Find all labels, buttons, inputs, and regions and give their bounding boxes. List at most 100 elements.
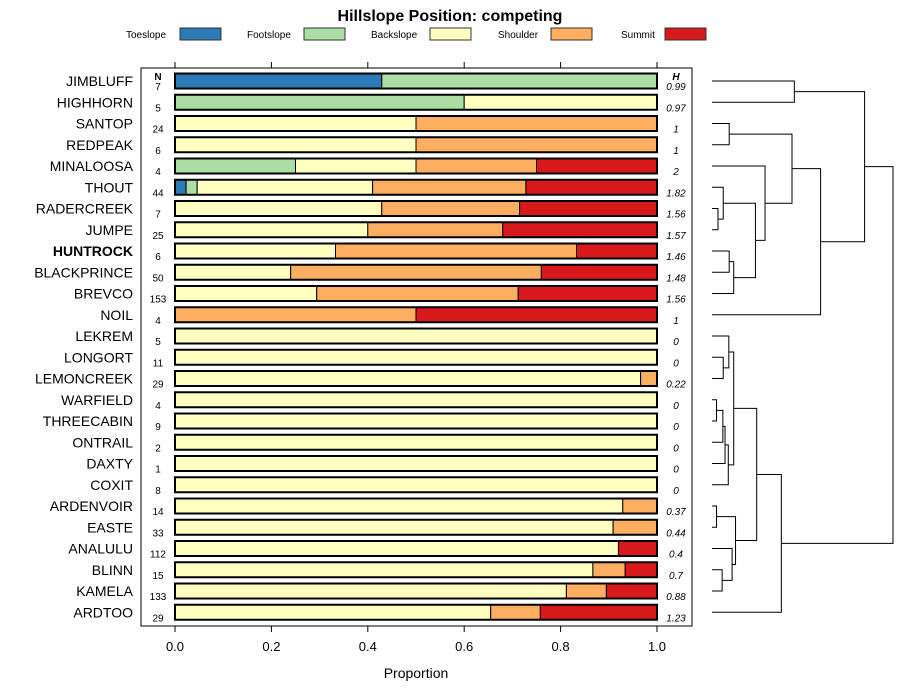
bar-segment-backslope bbox=[174, 136, 417, 153]
bar-row-ardenvoir: ARDENVOIR 14 0.37 bbox=[50, 497, 686, 518]
bar-segment-shoulder bbox=[381, 200, 521, 217]
row-label: HIGHHORN bbox=[57, 94, 133, 110]
h-value: 0 bbox=[673, 486, 679, 497]
legend-label-footslope: Footslope bbox=[247, 30, 291, 41]
bar-row-warfield: WARFIELD 4 0 bbox=[61, 391, 679, 412]
bar-segment-shoulder bbox=[612, 519, 658, 536]
bar-segment-backslope bbox=[174, 264, 292, 281]
bar-row-daxty: DAXTY 1 0 bbox=[86, 455, 679, 476]
bar-outline bbox=[174, 497, 658, 515]
bar-outline bbox=[174, 455, 658, 472]
bar-segment-shoulder bbox=[490, 604, 541, 621]
row-label: SANTOP bbox=[76, 116, 133, 132]
h-value: 1 bbox=[673, 316, 679, 327]
legend-label-toeslope: Toeslope bbox=[126, 30, 166, 41]
bar-segment-summit bbox=[415, 306, 658, 323]
bar-segment-backslope bbox=[174, 476, 658, 493]
bar-segment-summit bbox=[536, 158, 658, 174]
bar-segment-backslope bbox=[174, 604, 492, 621]
n-value: 7 bbox=[155, 210, 161, 221]
bar-row-highhorn: HIGHHORN 5 0.97 bbox=[57, 93, 686, 114]
dendrogram-branch-m18 bbox=[728, 351, 735, 466]
n-value: 29 bbox=[152, 613, 164, 624]
n-value: 5 bbox=[155, 337, 161, 348]
dendrogram-branch-m19 bbox=[712, 505, 718, 528]
bar-segment-shoulder bbox=[415, 158, 537, 174]
bar-outline bbox=[174, 540, 658, 557]
bar-segment-backslope bbox=[174, 391, 658, 408]
bar-segment-footslope bbox=[381, 73, 658, 89]
h-column-header: H bbox=[672, 72, 680, 83]
dendrogram-branch-m6 bbox=[712, 261, 735, 294]
bar-segment-shoulder bbox=[174, 306, 417, 323]
bar-segment-backslope bbox=[196, 179, 374, 196]
bar-outline bbox=[174, 561, 658, 579]
row-label: THREECABIN bbox=[43, 413, 133, 429]
x-tick-label: 0.4 bbox=[359, 639, 377, 654]
row-label: JUMPE bbox=[86, 222, 133, 238]
row-label: LEKREM bbox=[75, 328, 133, 344]
bar-segment-summit bbox=[519, 200, 658, 217]
bar-segment-footslope bbox=[174, 158, 296, 174]
dendrogram-branch-m7 bbox=[723, 202, 756, 279]
h-value: 2 bbox=[672, 167, 679, 178]
h-value: 0.37 bbox=[666, 507, 686, 518]
h-value: 0 bbox=[673, 337, 679, 348]
bar-segment-toeslope bbox=[174, 179, 187, 196]
n-value: 133 bbox=[150, 592, 167, 603]
row-label: ONTRAIL bbox=[72, 434, 133, 450]
n-value: 25 bbox=[152, 231, 164, 242]
bar-segment-backslope bbox=[463, 94, 658, 111]
row-label: ARDENVOIR bbox=[50, 498, 133, 514]
bar-outline bbox=[174, 200, 658, 217]
bar-segment-shoulder bbox=[290, 264, 542, 281]
bar-outline bbox=[174, 72, 658, 90]
bar-segment-summit bbox=[624, 561, 658, 578]
bar-row-blackprince: BLACKPRINCE 50 1.48 bbox=[34, 263, 686, 284]
bar-row-lemoncreek: LEMONCREEK 29 0.22 bbox=[35, 370, 686, 391]
bar-segment-footslope bbox=[185, 179, 198, 196]
h-value: 1.46 bbox=[666, 252, 686, 263]
legend-swatch-shoulder bbox=[550, 27, 593, 41]
dendrogram-branch-m17 bbox=[712, 444, 729, 486]
bar-outline bbox=[174, 93, 658, 111]
bar-outline bbox=[174, 476, 658, 494]
bar-segment-backslope bbox=[174, 370, 642, 387]
bar-segment-shoulder bbox=[592, 561, 626, 578]
row-label: BLACKPRINCE bbox=[34, 264, 133, 280]
n-value: 44 bbox=[152, 188, 164, 199]
dendrogram-branch-m15 bbox=[712, 409, 724, 443]
legend-label-summit: Summit bbox=[621, 30, 655, 41]
bar-segment-backslope bbox=[174, 221, 369, 238]
bar-outline bbox=[174, 306, 658, 324]
n-value: 2 bbox=[155, 443, 161, 454]
n-value: 15 bbox=[152, 571, 164, 582]
bar-segment-shoulder bbox=[640, 370, 658, 387]
bar-segment-backslope bbox=[174, 455, 658, 472]
bar-segment-backslope bbox=[174, 413, 658, 429]
row-label: REDPEAK bbox=[66, 137, 134, 153]
n-value: 4 bbox=[155, 316, 161, 327]
legend-swatch-toeslope bbox=[179, 27, 222, 41]
bar-row-brevco: BREVCO 153 1.56 bbox=[74, 285, 686, 306]
row-label: MINALOOSA bbox=[50, 158, 134, 174]
bar-segment-backslope bbox=[174, 200, 383, 217]
bar-segment-shoulder bbox=[415, 115, 658, 132]
bar-segment-backslope bbox=[174, 328, 658, 344]
dendrogram-branch-m12 bbox=[712, 356, 724, 379]
bar-outline bbox=[174, 412, 658, 430]
bar-outline bbox=[174, 221, 658, 239]
n-value: 9 bbox=[155, 422, 161, 433]
bar-segment-summit bbox=[605, 583, 658, 599]
bar-segment-shoulder bbox=[565, 583, 607, 599]
row-label: BLINN bbox=[92, 562, 133, 578]
dendrogram-branch-m22 bbox=[716, 516, 737, 565]
h-value: 0 bbox=[673, 443, 679, 454]
bar-row-jumpe: JUMPE 25 1.57 bbox=[86, 221, 686, 242]
bar-segment-footslope bbox=[174, 94, 465, 111]
n-value: 24 bbox=[152, 125, 164, 136]
n-column-header: N bbox=[154, 72, 161, 83]
row-label: ARDTOO bbox=[73, 604, 133, 620]
row-label: KAMELA bbox=[76, 583, 133, 599]
